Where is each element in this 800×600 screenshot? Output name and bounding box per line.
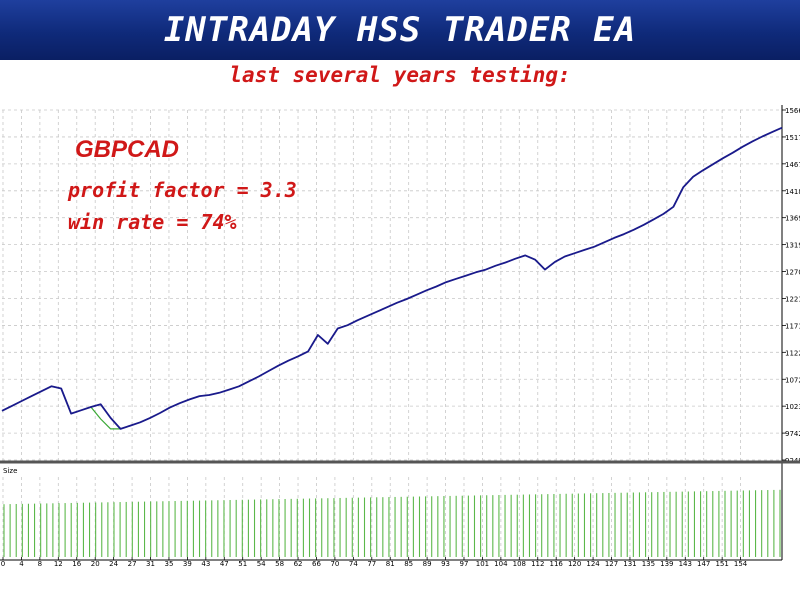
x-tick-label: 120 xyxy=(568,560,581,568)
x-tick-label: 108 xyxy=(513,560,526,568)
equity-line xyxy=(1,127,783,430)
x-tick-label: 139 xyxy=(660,560,673,568)
chart-area: 1566515171146781418413691131971270412210… xyxy=(0,105,800,600)
banner-title: INTRADAY HSS TRADER EA xyxy=(163,10,637,50)
x-tick-label: 54 xyxy=(257,560,266,568)
x-tick-label: 151 xyxy=(715,560,728,568)
equity-chart: 1566515171146781418413691131971270412210… xyxy=(0,105,800,568)
y-tick-label: 10236 xyxy=(785,403,800,411)
profit-factor-label: profit factor = 3.3 xyxy=(68,178,297,202)
x-tick-label: 143 xyxy=(679,560,692,568)
x-tick-label: 51 xyxy=(238,560,247,568)
x-tick-label: 35 xyxy=(164,560,173,568)
y-tick-label: 11716 xyxy=(785,322,800,330)
x-tick-label: 47 xyxy=(220,560,229,568)
x-tick-label: 43 xyxy=(201,560,210,568)
x-tick-label: 135 xyxy=(642,560,655,568)
x-tick-label: 154 xyxy=(734,560,748,568)
x-tick-label: 89 xyxy=(423,560,432,568)
y-tick-label: 13691 xyxy=(785,215,800,223)
x-tick-label: 124 xyxy=(586,560,600,568)
x-tick-label: 58 xyxy=(275,560,284,568)
y-tick-label: 13197 xyxy=(785,242,800,250)
y-tick-label: 10729 xyxy=(785,376,800,384)
x-tick-label: 70 xyxy=(330,560,339,568)
x-tick-label: 74 xyxy=(349,560,358,568)
x-tick-label: 39 xyxy=(183,560,192,568)
x-tick-label: 116 xyxy=(550,560,564,568)
x-tick-label: 127 xyxy=(605,560,618,568)
x-tick-label: 147 xyxy=(697,560,710,568)
x-tick-label: 27 xyxy=(128,560,137,568)
subtitle: last several years testing: xyxy=(229,63,571,87)
x-tick-label: 66 xyxy=(312,560,321,568)
x-tick-label: 0 xyxy=(1,560,5,568)
y-tick-label: 12210 xyxy=(785,295,800,303)
y-tick-label: 9742 xyxy=(785,430,800,438)
win-rate-label: win rate = 74% xyxy=(68,210,237,234)
y-tick-label: 12704 xyxy=(785,269,800,277)
x-tick-label: 77 xyxy=(367,560,376,568)
x-tick-label: 62 xyxy=(294,560,303,568)
x-tick-label: 8 xyxy=(38,560,42,568)
pair-label: GBPCAD xyxy=(75,136,180,163)
y-tick-label: 15171 xyxy=(785,134,800,142)
y-tick-label: 14184 xyxy=(785,188,800,196)
balance-line xyxy=(1,126,783,430)
x-tick-label: 24 xyxy=(109,560,118,568)
x-tick-label: 16 xyxy=(72,560,81,568)
x-tick-label: 112 xyxy=(531,560,544,568)
y-tick-label: 15665 xyxy=(785,107,800,115)
x-tick-label: 20 xyxy=(91,560,100,568)
title-banner: INTRADAY HSS TRADER EA xyxy=(0,0,800,60)
volume-pane-label: Size xyxy=(3,467,17,475)
y-tick-label: 11223 xyxy=(785,349,800,357)
y-tick-label: 14678 xyxy=(785,161,800,169)
x-tick-label: 104 xyxy=(494,560,508,568)
x-tick-label: 97 xyxy=(460,560,469,568)
x-tick-label: 131 xyxy=(623,560,636,568)
x-tick-label: 81 xyxy=(386,560,395,568)
x-tick-label: 4 xyxy=(19,560,24,568)
x-tick-label: 93 xyxy=(441,560,450,568)
x-tick-label: 12 xyxy=(54,560,63,568)
x-tick-label: 101 xyxy=(476,560,489,568)
x-tick-label: 85 xyxy=(404,560,413,568)
x-tick-label: 31 xyxy=(146,560,155,568)
